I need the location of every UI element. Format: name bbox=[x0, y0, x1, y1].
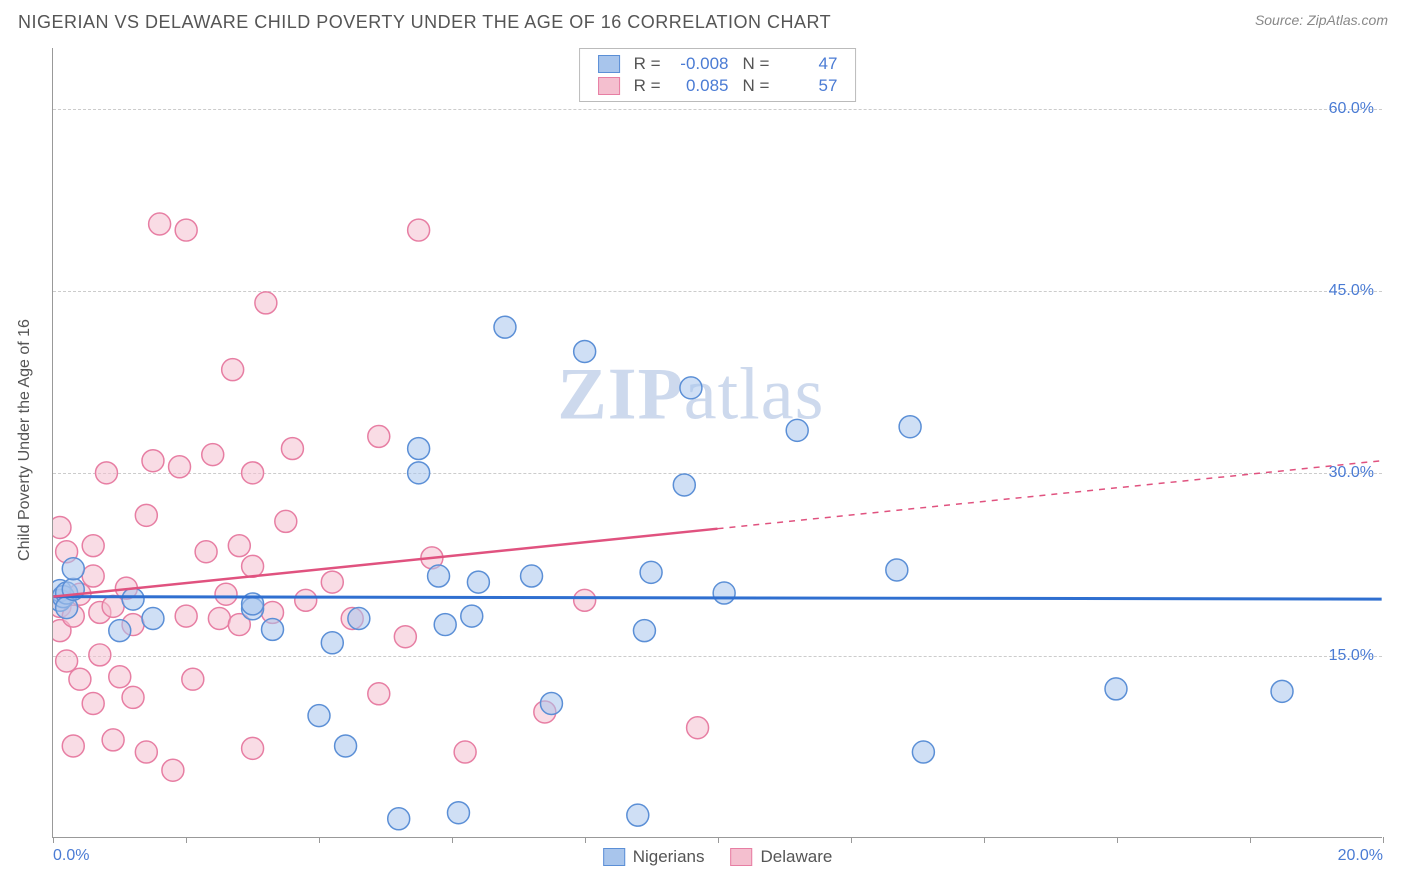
x-tick-label: 20.0% bbox=[1338, 847, 1383, 865]
source-label: Source: ZipAtlas.com bbox=[1255, 12, 1388, 28]
n-label: N = bbox=[743, 54, 770, 74]
r-value-delaware: 0.085 bbox=[669, 76, 729, 96]
chart-title: NIGERIAN VS DELAWARE CHILD POVERTY UNDER… bbox=[18, 12, 831, 33]
chart-plot-area: ZIPatlas R = -0.008 N = 47 R = 0.085 N =… bbox=[52, 48, 1382, 838]
legend-series: Nigerians Delaware bbox=[603, 847, 833, 867]
legend-label: Nigerians bbox=[633, 847, 705, 867]
n-label: N = bbox=[743, 76, 770, 96]
y-axis-label: Child Poverty Under the Age of 16 bbox=[16, 319, 34, 561]
legend-stats-row: R = -0.008 N = 47 bbox=[598, 53, 838, 75]
n-value-nigerians: 47 bbox=[777, 54, 837, 74]
scatter-svg bbox=[53, 48, 1382, 837]
legend-stats: R = -0.008 N = 47 R = 0.085 N = 57 bbox=[579, 48, 857, 102]
legend-item-delaware: Delaware bbox=[731, 847, 833, 867]
legend-label: Delaware bbox=[761, 847, 833, 867]
r-label: R = bbox=[634, 76, 661, 96]
swatch-nigerians bbox=[603, 848, 625, 866]
swatch-delaware bbox=[731, 848, 753, 866]
x-tick-label: 0.0% bbox=[53, 847, 89, 865]
r-label: R = bbox=[634, 54, 661, 74]
swatch-nigerians bbox=[598, 55, 620, 73]
r-value-nigerians: -0.008 bbox=[669, 54, 729, 74]
legend-item-nigerians: Nigerians bbox=[603, 847, 705, 867]
legend-stats-row: R = 0.085 N = 57 bbox=[598, 75, 838, 97]
n-value-delaware: 57 bbox=[777, 76, 837, 96]
swatch-delaware bbox=[598, 77, 620, 95]
